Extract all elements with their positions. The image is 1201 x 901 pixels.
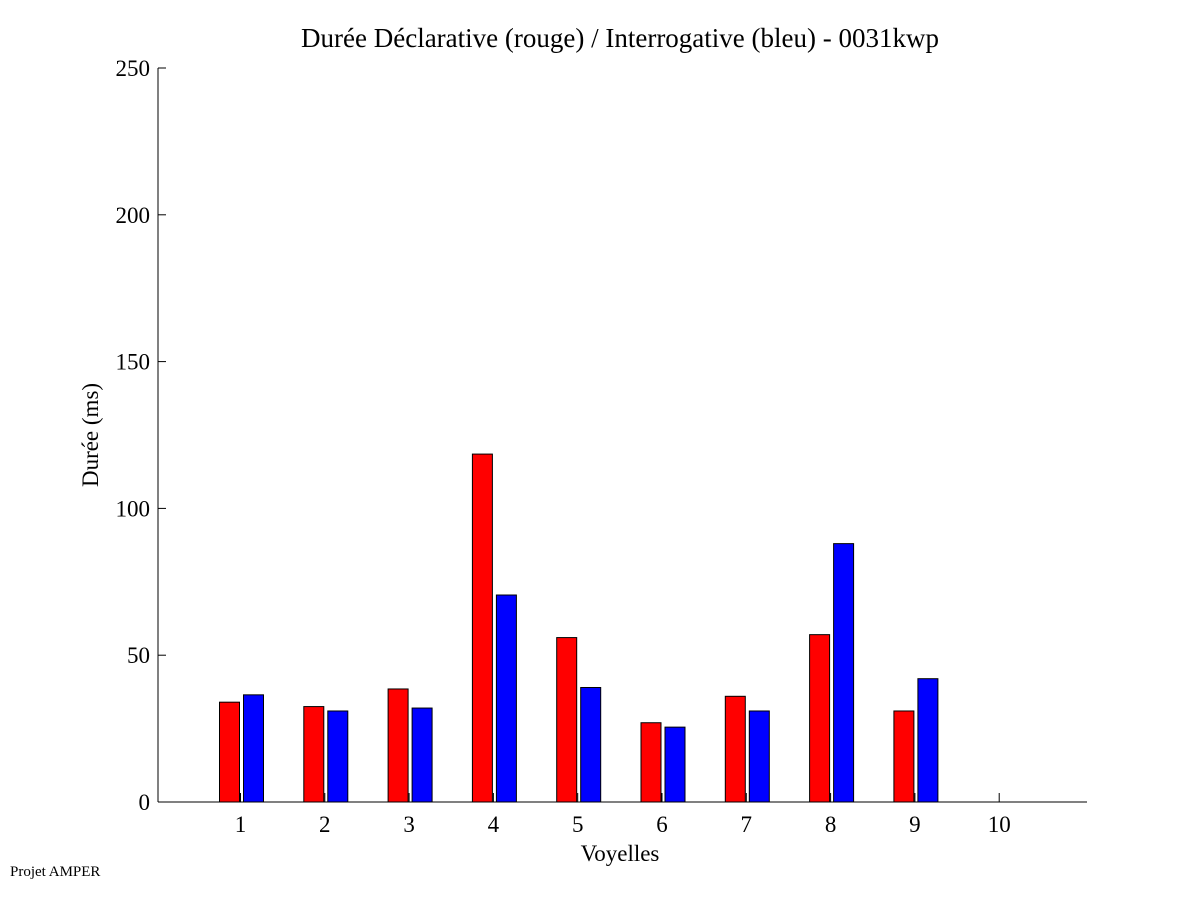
y-tick-label: 100 xyxy=(116,496,151,521)
y-tick-label: 150 xyxy=(116,350,151,375)
bar-series-1 xyxy=(640,722,662,803)
x-tick-label: 10 xyxy=(988,812,1011,837)
bar-series-1 xyxy=(387,688,409,803)
bar-series-1 xyxy=(556,637,578,803)
bar-series-1 xyxy=(219,701,240,803)
x-tick-label: 6 xyxy=(656,812,668,837)
x-tick-label: 3 xyxy=(403,812,415,837)
bar-series-1 xyxy=(303,706,325,803)
bar-series-1 xyxy=(893,710,915,803)
bar-series-2 xyxy=(327,710,349,803)
bar-series-1 xyxy=(724,695,746,803)
x-tick-label: 4 xyxy=(488,812,500,837)
y-tick-label: 0 xyxy=(139,790,151,815)
bar-series-2 xyxy=(917,678,939,803)
y-tick-label: 50 xyxy=(127,643,150,668)
x-tick-label: 1 xyxy=(235,812,247,837)
bar-series-2 xyxy=(833,543,855,803)
y-tick-label: 250 xyxy=(116,56,151,81)
x-axis-label: Voyelles xyxy=(581,841,660,866)
bar-series-2 xyxy=(748,710,770,803)
x-tick-label: 9 xyxy=(909,812,921,837)
bar-series-2 xyxy=(411,707,433,803)
bar-series-1 xyxy=(471,453,493,803)
footer-label: Projet AMPER xyxy=(10,864,101,880)
bar-series-2 xyxy=(580,686,602,803)
bar-series-2 xyxy=(495,594,517,803)
bar-series-1 xyxy=(809,634,831,803)
y-tick-label: 200 xyxy=(116,203,151,228)
x-tick-label: 8 xyxy=(825,812,837,837)
chart-title: Durée Déclarative (rouge) / Interrogativ… xyxy=(301,23,939,53)
bar-series-2 xyxy=(664,726,686,803)
x-tick-label: 7 xyxy=(741,812,753,837)
x-tick-label: 5 xyxy=(572,812,584,837)
plot-area: 0 50 100 150 200 250 1 2 3 4 5 6 7 8 9 10 xyxy=(116,56,1087,837)
y-axis-label: Durée (ms) xyxy=(78,383,103,487)
x-tick-label: 2 xyxy=(319,812,331,837)
bar-series-2 xyxy=(243,694,264,803)
